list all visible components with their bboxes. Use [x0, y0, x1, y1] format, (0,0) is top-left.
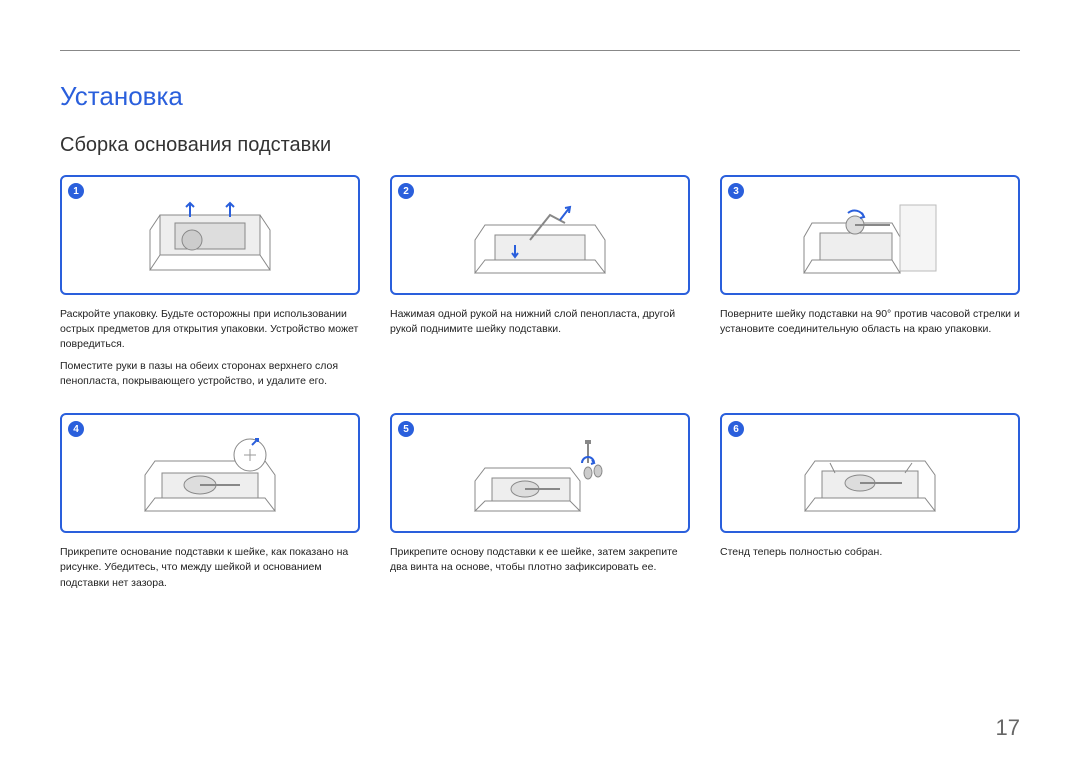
caption-text: Нажимая одной рукой на нижний слой пеноп… [390, 307, 690, 337]
step-caption: Нажимая одной рукой на нижний слой пеноп… [390, 307, 690, 343]
step-number-badge: 4 [68, 421, 84, 437]
page-title: Установка [60, 81, 1020, 112]
step-caption: Поверните шейку подставки на 90° против … [720, 307, 1020, 343]
page-number: 17 [996, 715, 1020, 741]
illustration [470, 195, 610, 275]
step: 1 [60, 175, 360, 395]
step-figure: 5 [390, 413, 690, 533]
step-caption: Прикрепите основание подставки к шейке, … [60, 545, 360, 597]
step-figure: 3 [720, 175, 1020, 295]
steps-grid: 1 [60, 175, 1020, 597]
step-caption: Стенд теперь полностью собран. [720, 545, 1020, 566]
step: 3 [720, 175, 1020, 395]
illustration [470, 433, 610, 513]
step-figure: 4 [60, 413, 360, 533]
caption-text: Прикрепите основу подставки к ее шейке, … [390, 545, 690, 575]
step-figure: 2 [390, 175, 690, 295]
caption-text: Стенд теперь полностью собран. [720, 545, 1020, 560]
step-number-badge: 1 [68, 183, 84, 199]
illustration [800, 433, 940, 513]
caption-text: Прикрепите основание подставки к шейке, … [60, 545, 360, 591]
step: 5 [390, 413, 690, 597]
illustration [140, 433, 280, 513]
manual-page: Установка Сборка основания подставки 1 [0, 0, 1080, 637]
top-rule [60, 50, 1020, 51]
step: 2 [390, 175, 690, 395]
step: 4 [60, 413, 360, 597]
page-subtitle: Сборка основания подставки [60, 134, 1020, 157]
illustration [140, 195, 280, 275]
step-caption: Раскройте упаковку. Будьте осторожны при… [60, 307, 360, 395]
step-figure: 6 [720, 413, 1020, 533]
caption-text: Раскройте упаковку. Будьте осторожны при… [60, 307, 360, 353]
step-number-badge: 6 [728, 421, 744, 437]
caption-text: Поверните шейку подставки на 90° против … [720, 307, 1020, 337]
step-caption: Прикрепите основу подставки к ее шейке, … [390, 545, 690, 581]
step-number-badge: 3 [728, 183, 744, 199]
step: 6 Стенд теперь полност [720, 413, 1020, 597]
step-number-badge: 2 [398, 183, 414, 199]
caption-text: Поместите руки в пазы на обеих сторонах … [60, 359, 360, 389]
step-figure: 1 [60, 175, 360, 295]
illustration [800, 195, 940, 275]
step-number-badge: 5 [398, 421, 414, 437]
